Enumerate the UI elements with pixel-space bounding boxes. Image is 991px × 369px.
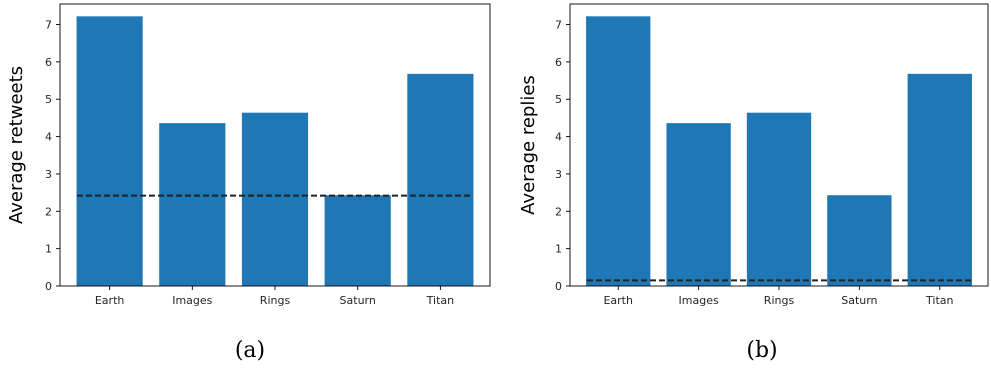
panel-caption: (b) bbox=[746, 338, 777, 363]
chart-panel-b: 0 1 2 3 4 5 6 7 Earth Images Rings Saturn Titan Avera… bbox=[518, 3, 989, 363]
y-tick-label: 4 bbox=[555, 131, 562, 144]
y-tick-label: 3 bbox=[45, 168, 52, 181]
x-tick-label: Saturn bbox=[841, 294, 877, 307]
bar-titan bbox=[407, 73, 474, 286]
y-tick-label: 1 bbox=[45, 243, 52, 256]
x-tick-label: Earth bbox=[95, 294, 125, 307]
x-tick-label: Rings bbox=[764, 294, 795, 307]
panel-caption: (a) bbox=[235, 338, 265, 363]
bar-earth bbox=[76, 16, 143, 287]
bar-saturn bbox=[324, 195, 391, 286]
bar-saturn bbox=[827, 195, 892, 286]
x-tick-label: Rings bbox=[260, 294, 291, 307]
y-tick-label: 5 bbox=[555, 93, 562, 106]
y-tick-label: 5 bbox=[45, 93, 52, 106]
x-tick-label: Saturn bbox=[340, 294, 376, 307]
y-tick-label: 0 bbox=[555, 280, 562, 293]
y-tick-label: 7 bbox=[45, 19, 52, 32]
y-tick-label: 2 bbox=[555, 205, 562, 218]
y-tick-label: 1 bbox=[555, 243, 562, 256]
y-tick-label: 7 bbox=[555, 19, 562, 32]
chart-panel-a: 0 1 2 3 4 5 6 7 Earth Images Rings Saturn Titan Avera… bbox=[6, 3, 491, 363]
y-tick-label: 0 bbox=[45, 280, 52, 293]
x-tick-label: Images bbox=[679, 294, 719, 307]
bar-rings bbox=[746, 112, 812, 286]
bar-rings bbox=[241, 112, 309, 286]
bar-earth bbox=[586, 16, 651, 287]
x-tick-label: Earth bbox=[603, 294, 633, 307]
y-tick-label: 2 bbox=[45, 205, 52, 218]
bar-images bbox=[159, 123, 226, 287]
x-tick-label: Titan bbox=[426, 294, 454, 307]
bar-titan bbox=[907, 73, 972, 286]
x-tick-label: Titan bbox=[925, 294, 953, 307]
y-axis-label: Average replies bbox=[518, 75, 539, 215]
bar-images bbox=[666, 123, 731, 287]
x-tick-label: Images bbox=[172, 294, 212, 307]
y-tick-label: 4 bbox=[45, 131, 52, 144]
y-tick-label: 3 bbox=[555, 168, 562, 181]
y-tick-label: 6 bbox=[45, 56, 52, 69]
y-tick-label: 6 bbox=[555, 56, 562, 69]
y-axis-label: Average retweets bbox=[6, 66, 27, 224]
